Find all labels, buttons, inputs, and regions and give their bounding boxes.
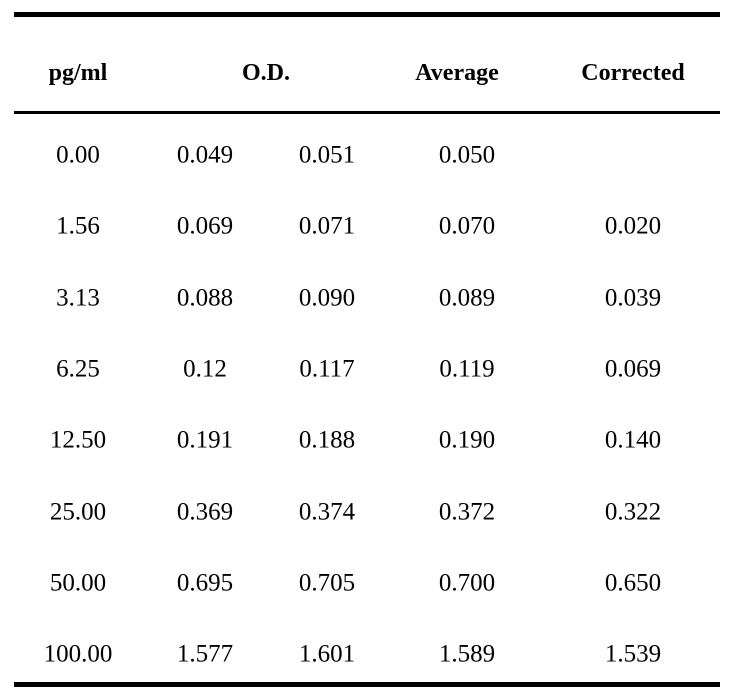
header-concentration: pg/ml [48, 60, 108, 86]
cell-od-1: 0.695 [176, 569, 234, 597]
cell-corrected: 0.039 [604, 284, 662, 312]
cell-corrected: 0.020 [604, 212, 662, 240]
cell-corrected: 0.140 [604, 426, 662, 454]
header-od: O.D. [242, 60, 290, 86]
cell-od-2: 0.117 [299, 355, 355, 383]
cell-average: 0.050 [438, 141, 496, 169]
cell-average: 1.589 [438, 640, 496, 668]
cell-average: 0.700 [438, 569, 496, 597]
cell-od-1: 0.191 [176, 426, 234, 454]
cell-corrected: 0.069 [604, 355, 662, 383]
cell-concentration: 12.50 [49, 426, 107, 454]
cell-concentration: 6.25 [56, 355, 100, 383]
cell-od-2: 1.601 [298, 640, 356, 668]
cell-concentration: 1.56 [56, 212, 100, 240]
cell-od-1: 0.369 [176, 498, 234, 525]
cell-average: 0.089 [438, 284, 496, 312]
cell-average: 0.372 [438, 498, 496, 525]
cell-od-2: 0.705 [298, 569, 356, 597]
table-top-rule [14, 12, 720, 17]
cell-average: 0.119 [439, 355, 495, 383]
cell-od-1: 0.049 [176, 141, 234, 169]
cell-corrected: 1.539 [604, 640, 662, 668]
cell-concentration: 50.00 [49, 569, 107, 597]
cell-od-1: 0.12 [183, 355, 227, 383]
table-bottom-rule [14, 682, 720, 687]
header-average: Average [415, 60, 499, 86]
header-corrected: Corrected [581, 60, 685, 86]
cell-average: 0.070 [438, 212, 496, 240]
cell-concentration: 3.13 [56, 284, 100, 312]
cell-od-1: 0.069 [176, 212, 234, 240]
cell-average: 0.190 [438, 426, 496, 454]
cell-od-1: 0.088 [176, 284, 234, 312]
cell-od-2: 0.071 [298, 212, 356, 240]
cell-corrected: 0.650 [604, 569, 662, 597]
cell-concentration: 25.00 [49, 498, 107, 525]
cell-od-2: 0.374 [298, 498, 356, 525]
cell-od-2: 0.051 [298, 141, 356, 169]
table-header-rule [14, 111, 720, 114]
cell-od-2: 0.090 [298, 284, 356, 312]
cell-corrected: 0.322 [604, 498, 662, 525]
cell-od-2: 0.188 [298, 426, 356, 454]
cell-od-1: 1.577 [176, 640, 234, 668]
cell-concentration: 100.00 [43, 640, 113, 668]
cell-concentration: 0.00 [56, 141, 100, 169]
